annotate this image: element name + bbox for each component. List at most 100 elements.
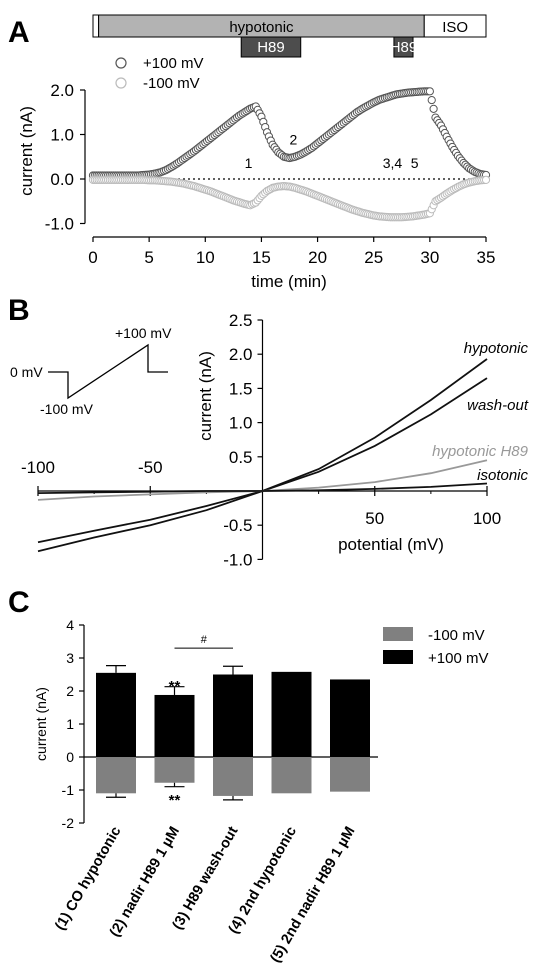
bar	[271, 757, 312, 794]
panel-label-b: B	[8, 294, 30, 327]
point-plus100	[425, 87, 434, 96]
panel-c-legend: -100 mV +100 mV	[383, 627, 488, 667]
x-tick-label: 50	[365, 509, 384, 528]
protocol-bar-3	[423, 14, 487, 38]
y-tick-label: 2.0	[229, 345, 253, 364]
x-tick-label: 20	[308, 248, 327, 267]
x-tick-label: 100	[473, 509, 501, 528]
inset-label-plus100: +100 mV	[115, 325, 172, 341]
legend-label: -100 mV	[143, 75, 200, 92]
panel-b-axes: 2.5 2.0 1.5 1.0 0.5 -0.5 -1.0 -100 -50 50 100	[21, 311, 501, 569]
y-tick-label: 1.0	[229, 414, 253, 433]
bar	[271, 671, 312, 757]
category-label: (3) H89 wash-out	[170, 824, 242, 933]
x-tick-label: 35	[477, 248, 496, 267]
y-tick-label: 3	[66, 650, 74, 666]
iv-curve-label: isotonic	[477, 467, 528, 484]
iv-curve	[37, 482, 488, 494]
point-plus100	[429, 104, 438, 113]
y-tick-label: -0.5	[223, 516, 252, 535]
legend-swatch	[383, 650, 413, 664]
bar	[330, 757, 370, 792]
y-tick-label: 2.0	[50, 81, 74, 100]
panel-b-lines: hypotonic wash-out hypotonic H89 isotonic	[37, 340, 529, 553]
category-label: (1) CO hypotonic	[52, 824, 124, 933]
panel-a-legend: +100 mV -100 mV	[115, 55, 203, 92]
panel-c-ylabel: current (nA)	[33, 687, 49, 761]
legend-label: -100 mV	[428, 627, 485, 644]
panel-c-chart: 4 3 2 1 0 -1 -2 (1) CO hypotonic(2) nadir H89 …	[33, 617, 488, 966]
inset-label-minus100: -100 mV	[40, 401, 94, 417]
protocol-bar-label: hypotonic	[229, 19, 294, 36]
inset-label-zero: 0 mV	[10, 364, 43, 380]
panel-b-ylabel: current (nA)	[196, 351, 215, 441]
significance-mark: **	[169, 678, 181, 695]
protocol-bars: hypotonic ISO H89 H89	[92, 14, 487, 58]
y-tick-label: -2	[62, 815, 75, 831]
panel-a-axes: 2.01.00.0-1.00 5 10 15 20 25 30 35	[45, 81, 496, 267]
legend-swatch	[383, 627, 413, 641]
x-tick-label: 5	[144, 248, 153, 267]
annotation: 2	[290, 132, 298, 148]
y-tick-label: 1	[66, 716, 74, 732]
iv-curve-label: hypotonic H89	[432, 443, 529, 460]
bar	[96, 757, 136, 794]
x-tick-label: 30	[420, 248, 439, 267]
x-tick-label: 0	[88, 248, 97, 267]
voltage-ramp-trace	[48, 343, 168, 400]
y-tick-label: 2	[66, 683, 74, 699]
significance-mark: #	[201, 634, 208, 646]
panel-c-bars: (1) CO hypotonic(2) nadir H89 1 µM(3) H8…	[52, 664, 370, 966]
bar	[154, 694, 195, 757]
iv-curve-label: wash-out	[467, 397, 529, 414]
y-tick-label: 4	[66, 617, 74, 633]
iv-curve-label: hypotonic	[464, 340, 529, 357]
y-tick-label: -1	[62, 782, 75, 798]
bar	[330, 679, 370, 757]
protocol-bar-4	[240, 36, 302, 58]
protocol-bar-label: ISO	[442, 19, 468, 36]
panel-a-annotations: 123,4 5	[245, 132, 419, 171]
bar	[213, 674, 253, 757]
point-plus100	[427, 95, 436, 105]
y-tick-label: 2.5	[229, 311, 253, 330]
protocol-bar-5	[393, 36, 414, 58]
panel-a-points	[88, 87, 491, 222]
voltage-protocol-inset: +100 mV 0 mV -100 mV	[10, 325, 172, 417]
protocol-bar-1	[92, 14, 100, 38]
protocol-bar-label: H89	[257, 39, 285, 56]
point-minus100	[481, 175, 491, 184]
legend-marker	[115, 77, 127, 89]
bar	[96, 672, 136, 757]
x-tick-label: 25	[364, 248, 383, 267]
bar	[213, 757, 253, 796]
bar	[154, 757, 195, 783]
x-tick-label: -100	[21, 458, 55, 477]
legend-marker	[115, 57, 127, 69]
y-tick-label: -1.0	[223, 550, 252, 569]
x-tick-label: -50	[138, 458, 163, 477]
y-tick-label: 1.5	[229, 379, 253, 398]
annotation: 5	[411, 155, 419, 171]
panel-b-xlabel: potential (mV)	[338, 535, 444, 554]
legend-label: +100 mV	[143, 55, 203, 72]
panel-label-a: A	[8, 16, 30, 49]
panel-a-ylabel: current (nA)	[17, 106, 36, 196]
y-tick-label: 0	[66, 749, 74, 765]
y-tick-label: -1.0	[45, 215, 74, 234]
panel-c-significance: ** ** #	[169, 634, 233, 809]
annotation: 1	[245, 155, 253, 171]
y-tick-label: 1.0	[50, 126, 74, 145]
x-tick-label: 15	[252, 248, 271, 267]
x-tick-label: 10	[196, 248, 215, 267]
annotation: 3,4	[383, 155, 403, 171]
significance-mark: **	[169, 792, 181, 809]
y-tick-label: 0.5	[229, 448, 253, 467]
y-tick-label: 0.0	[50, 170, 74, 189]
panel-a-xlabel: time (min)	[251, 272, 327, 291]
panel-b-chart: +100 mV 0 mV -100 mV 2.5 2.0 1.5 1.0 0.5 -0.5 -1…	[10, 311, 529, 569]
legend-label: +100 mV	[428, 650, 488, 667]
protocol-bar-label: H89	[390, 39, 418, 56]
